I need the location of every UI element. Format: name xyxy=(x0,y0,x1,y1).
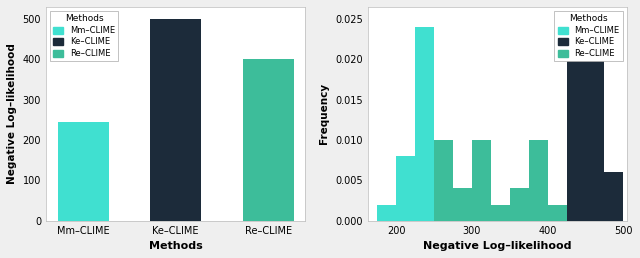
Bar xyxy=(243,59,294,221)
Bar xyxy=(566,205,586,221)
Bar xyxy=(434,140,453,221)
Bar xyxy=(434,140,453,221)
Bar xyxy=(453,188,472,221)
Bar xyxy=(58,122,109,221)
Bar xyxy=(604,188,623,221)
Bar xyxy=(396,156,415,221)
Bar xyxy=(472,140,491,221)
X-axis label: Methods: Methods xyxy=(148,241,202,251)
Legend: Mm–CLIME, Ke–CLIME, Re–CLIME: Mm–CLIME, Ke–CLIME, Re–CLIME xyxy=(50,11,118,61)
Legend: Mm–CLIME, Ke–CLIME, Re–CLIME: Mm–CLIME, Ke–CLIME, Re–CLIME xyxy=(554,11,623,61)
Bar xyxy=(510,188,529,221)
Y-axis label: Negative Log–likelihood: Negative Log–likelihood xyxy=(7,43,17,184)
Bar xyxy=(150,19,201,221)
Bar xyxy=(586,188,604,221)
Bar xyxy=(378,205,396,221)
Bar xyxy=(415,27,434,221)
Bar xyxy=(604,172,623,221)
Bar xyxy=(548,205,566,221)
Bar xyxy=(566,59,586,221)
Bar xyxy=(453,205,472,221)
X-axis label: Negative Log–likelihood: Negative Log–likelihood xyxy=(423,241,572,251)
Y-axis label: Frequency: Frequency xyxy=(319,83,330,144)
Bar xyxy=(586,59,604,221)
Bar xyxy=(491,205,510,221)
Bar xyxy=(529,140,548,221)
Bar xyxy=(472,205,491,221)
